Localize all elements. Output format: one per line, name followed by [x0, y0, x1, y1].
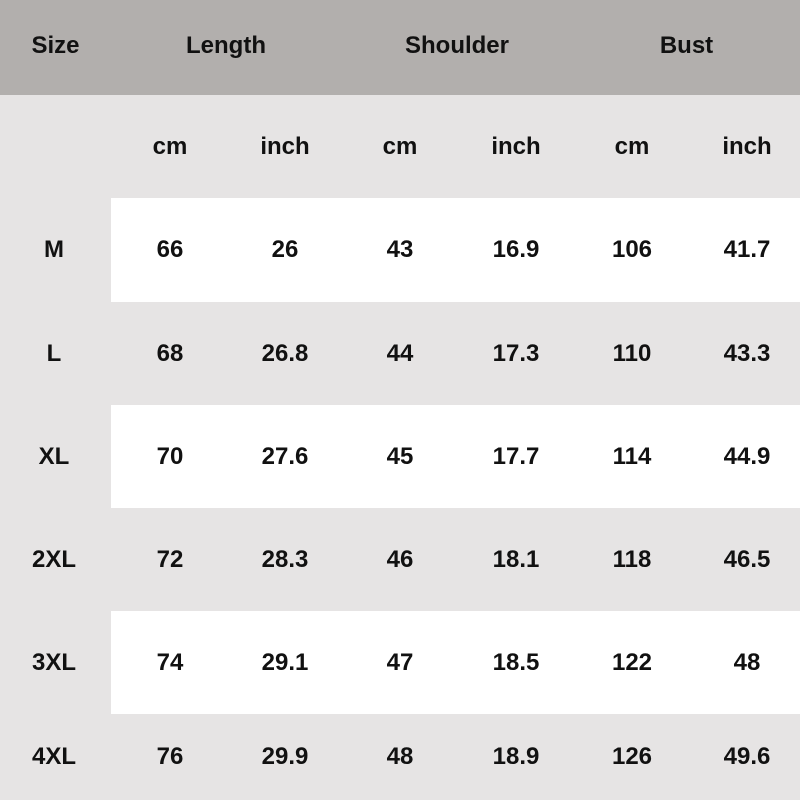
table-header: Size Length Shoulder Bust — [0, 0, 800, 95]
measurement-cell: 74 — [156, 648, 184, 676]
table-row: 2XL 72 28.3 46 18.1 118 46.5 — [0, 508, 800, 611]
unit-label: inch — [722, 132, 772, 160]
unit-label: cm — [614, 132, 650, 160]
measurement-cell: 44 — [386, 339, 414, 367]
header-bust: Bust — [659, 32, 714, 59]
table-row: 3XL 74 29.1 47 18.5 122 48 — [0, 611, 800, 714]
unit-label: inch — [491, 132, 541, 160]
size-label: L — [46, 339, 62, 367]
unit-label: cm — [382, 132, 418, 160]
measurement-cell: 76 — [156, 743, 184, 770]
measurement-cell: 43.3 — [723, 339, 771, 367]
size-label: XL — [38, 442, 70, 470]
measurement-cell: 29.9 — [261, 743, 309, 770]
measurement-cell: 46 — [386, 545, 414, 573]
measurement-cell: 44.9 — [723, 442, 771, 470]
measurement-cell: 26.8 — [261, 339, 309, 367]
measurement-cell: 70 — [156, 442, 184, 470]
size-label: 4XL — [31, 743, 76, 770]
header-size: Size — [31, 32, 80, 59]
measurement-cell: 26 — [271, 236, 299, 263]
measurement-cell: 16.9 — [492, 236, 540, 263]
measurement-cell: 29.1 — [261, 648, 309, 676]
measurement-cell: 17.7 — [492, 442, 540, 470]
measurement-cell: 110 — [612, 339, 652, 367]
measurement-cell: 27.6 — [261, 442, 309, 470]
measurement-cell: 126 — [611, 743, 653, 770]
size-label: 2XL — [31, 545, 76, 573]
table-row: XL 70 27.6 45 17.7 114 44.9 — [0, 405, 800, 508]
measurement-cell: 18.5 — [492, 648, 540, 676]
unit-label: inch — [260, 132, 310, 160]
measurement-cell: 106 — [611, 236, 653, 263]
size-label: M — [44, 236, 64, 263]
unit-label: cm — [152, 132, 188, 160]
measurement-cell: 49.6 — [723, 743, 771, 770]
size-label: 3XL — [31, 648, 76, 676]
table-row: L 68 26.8 44 17.3 110 43.3 — [0, 302, 800, 405]
measurement-cell: 41.7 — [723, 236, 771, 263]
table-row: 4XL 76 29.9 48 18.9 126 49.6 — [0, 714, 800, 800]
header-shoulder: Shoulder — [404, 32, 509, 59]
measurement-cell: 72 — [156, 545, 184, 573]
measurement-cell: 48 — [386, 743, 414, 770]
table-row: M 66 26 43 16.9 106 41.7 — [0, 198, 800, 302]
measurement-cell: 48 — [733, 648, 761, 676]
header-length: Length — [186, 32, 266, 59]
measurement-cell: 114 — [612, 442, 652, 470]
measurement-cell: 18.9 — [492, 743, 540, 770]
measurement-cell: 18.1 — [492, 545, 540, 573]
measurement-cell: 47 — [386, 648, 414, 676]
measurement-cell: 45 — [386, 442, 414, 470]
measurement-cell: 118 — [612, 545, 652, 573]
measurement-cell: 46.5 — [723, 545, 771, 573]
units-row: cm inch cm inch cm inch — [0, 95, 800, 198]
measurement-cell: 68 — [156, 339, 184, 367]
measurement-cell: 66 — [156, 236, 184, 263]
measurement-cell: 17.3 — [492, 339, 540, 367]
measurement-cell: 43 — [386, 236, 414, 263]
measurement-cell: 122 — [611, 648, 653, 676]
measurement-cell: 28.3 — [261, 545, 309, 573]
